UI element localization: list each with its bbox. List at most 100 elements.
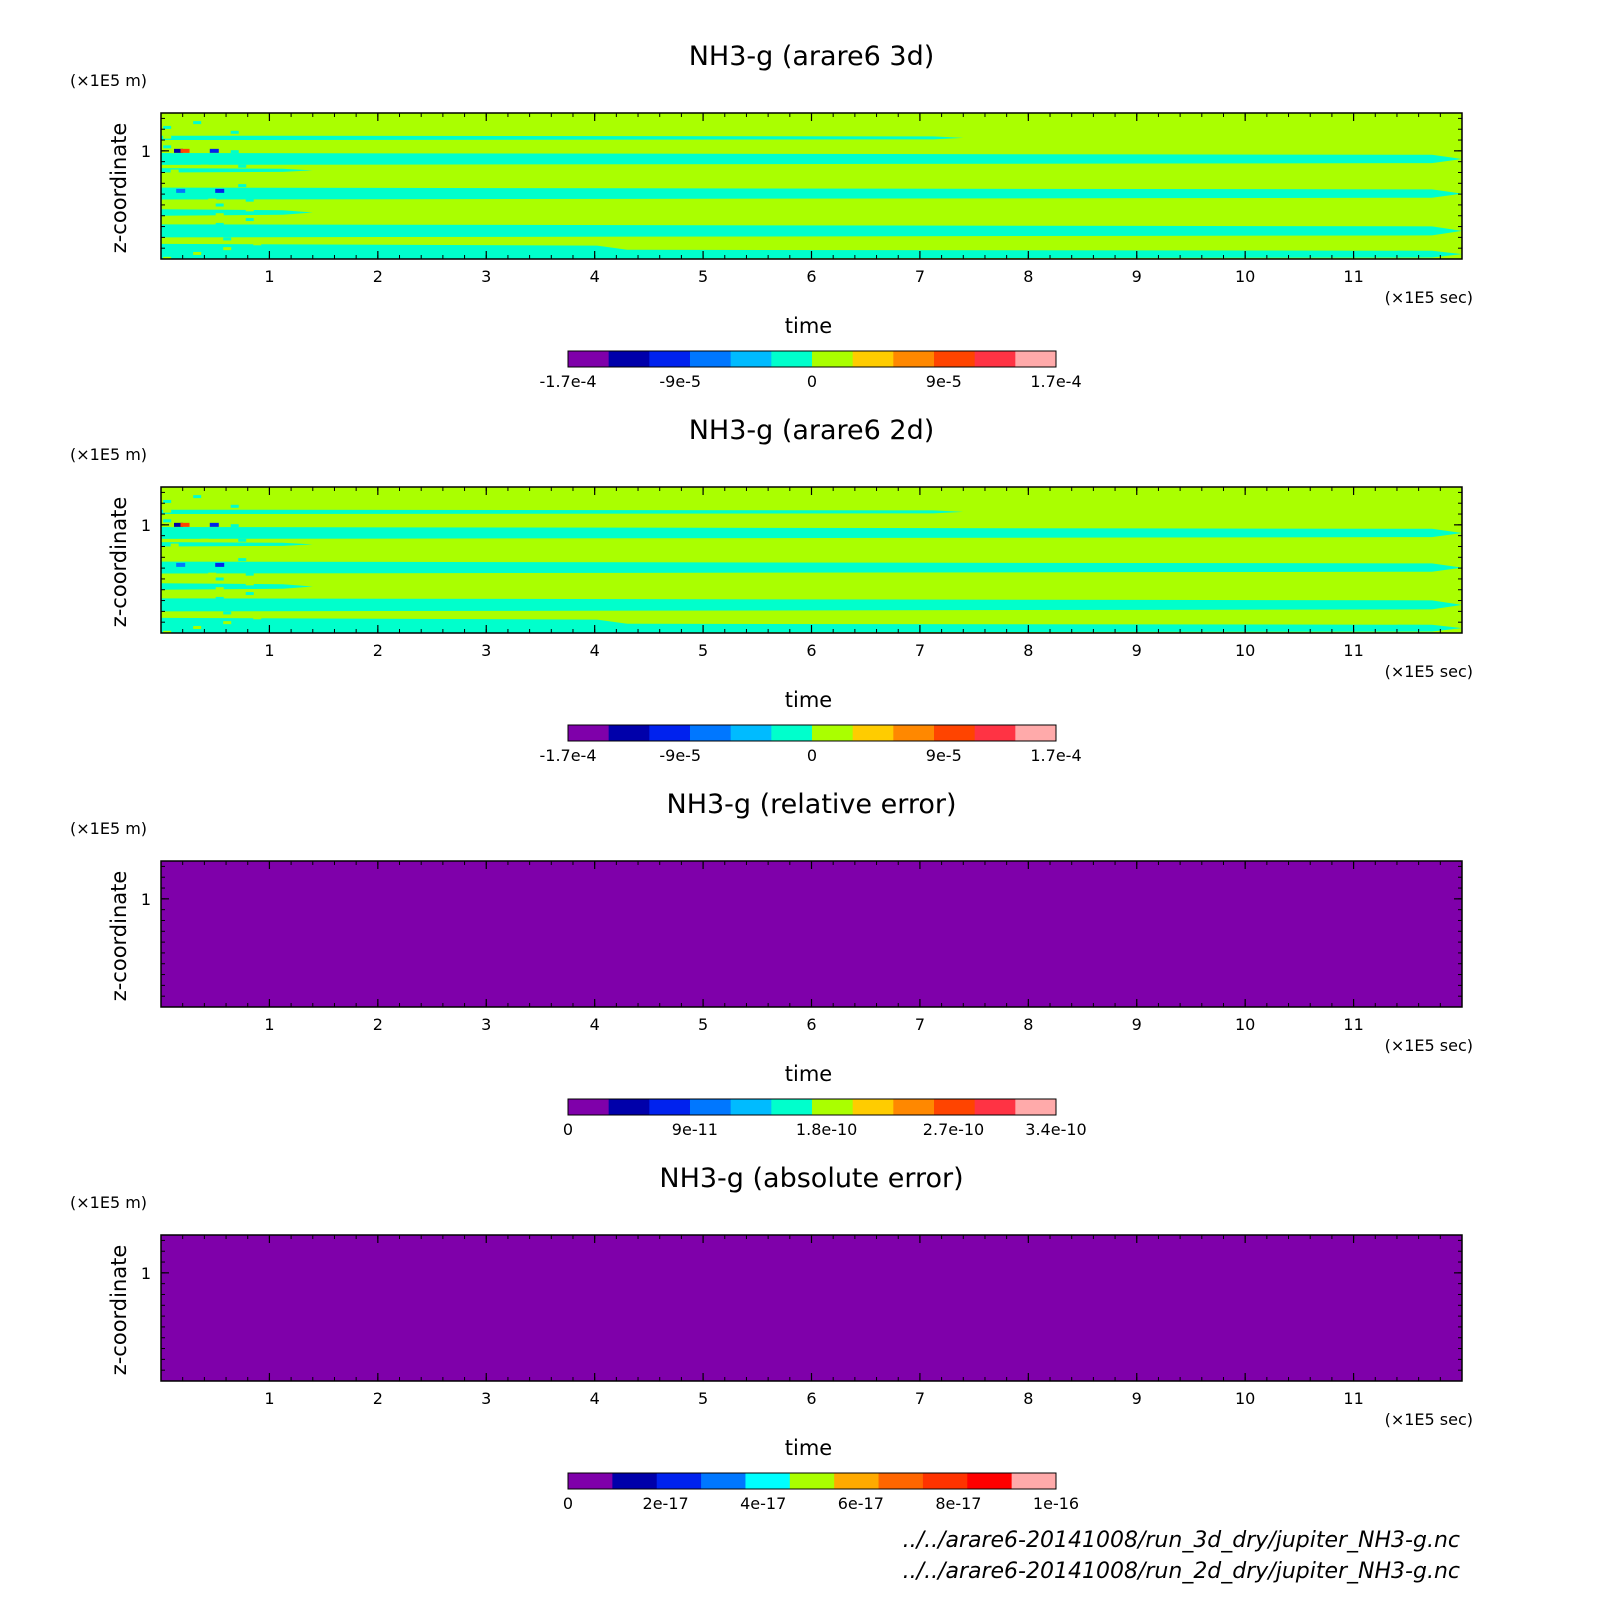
x-tick-label: 7 <box>915 641 925 660</box>
startup-noise-cell <box>208 188 217 192</box>
startup-noise-cell <box>170 159 179 163</box>
x-tick-label: 2 <box>373 1015 383 1034</box>
colorbar-segment <box>934 351 976 367</box>
field-background <box>161 487 1462 633</box>
x-tick-label: 4 <box>590 267 600 286</box>
x-tick-label: 11 <box>1343 641 1363 660</box>
colorbar-segment <box>893 1099 935 1115</box>
startup-noise-cell <box>200 519 209 523</box>
x-tick-label: 7 <box>915 1015 925 1034</box>
startup-noise-cell <box>215 222 224 226</box>
startup-noise-cell <box>185 218 194 222</box>
negative-band <box>161 224 1462 238</box>
startup-noise-cell <box>185 237 194 241</box>
y-unit-label: (×1E5 m) <box>70 1193 147 1212</box>
startup-noise-cell <box>193 121 202 125</box>
x-tick-label: 6 <box>806 1389 816 1408</box>
startup-extreme-cell <box>180 148 190 153</box>
x-tick-label: 8 <box>1023 267 1033 286</box>
y-tick-label: 1 <box>141 890 151 909</box>
y-unit-label: (×1E5 m) <box>70 445 147 464</box>
chart-panel-3: NH3-g (relative error) (×1E5 m) 1 2 3 4 5 6 7 8 9 1… <box>70 789 1473 1139</box>
colorbar-tick-label: 8e-17 <box>935 1494 981 1513</box>
field-background <box>161 861 1462 1007</box>
colorbar-frame <box>567 1472 1057 1490</box>
y-axis-label: z-coordinate <box>107 123 131 254</box>
colorbar-segment <box>568 725 610 741</box>
x-tick-label: 7 <box>915 1389 925 1408</box>
startup-extreme-cell <box>180 522 190 527</box>
x-tick-label: 8 <box>1023 1015 1033 1034</box>
x-tick-label: 11 <box>1343 1015 1363 1034</box>
y-axis-label: z-coordinate <box>107 1245 131 1376</box>
colorbar-segment <box>730 725 772 741</box>
startup-noise-cell <box>245 582 254 586</box>
colorbar-tick-label: 6e-17 <box>838 1494 884 1513</box>
x-tick-label: 8 <box>1023 1389 1033 1408</box>
startup-noise-cell <box>178 193 187 197</box>
x-tick-label: 1 <box>264 1015 274 1034</box>
colorbar-tick-label: 9e-11 <box>672 1120 718 1139</box>
startup-noise-cell <box>170 543 179 547</box>
startup-noise-cell <box>253 242 262 246</box>
negative-band <box>161 153 1462 165</box>
startup-noise-cell <box>208 553 217 557</box>
colorbar-segment <box>812 1099 854 1115</box>
colorbar-segment <box>649 1099 691 1115</box>
x-tick-label: 3 <box>481 641 491 660</box>
colorbar-segment <box>812 351 854 367</box>
startup-noise-cell <box>223 237 232 241</box>
startup-noise-cell <box>223 256 232 259</box>
startup-extreme-cell <box>209 522 219 527</box>
colorbar-segment <box>974 351 1016 367</box>
startup-noise-cell <box>200 145 209 149</box>
colorbar-tick-label: 1.7e-4 <box>1030 372 1081 391</box>
x-tick-label: 10 <box>1235 1015 1255 1034</box>
chart-title: NH3-g (arare6 3d) <box>689 41 935 72</box>
colorbar-segment <box>568 1099 610 1115</box>
negative-band <box>161 509 964 515</box>
y-tick-label: 1 <box>141 516 151 535</box>
plot-field <box>161 487 1462 633</box>
startup-noise-cell <box>193 625 202 629</box>
startup-noise-cell <box>253 625 262 629</box>
x-tick-label: 6 <box>806 641 816 660</box>
startup-noise-cell <box>178 567 187 571</box>
negative-band <box>161 598 1462 612</box>
colorbar-segment <box>789 1473 835 1489</box>
x-tick-label: 5 <box>698 1389 708 1408</box>
colorbar-tick-label: -1.7e-4 <box>539 372 596 391</box>
chart-title: NH3-g (relative error) <box>667 789 957 820</box>
startup-noise-cell <box>200 538 209 542</box>
colorbar-segment <box>922 1473 968 1489</box>
colorbar-segment <box>893 725 935 741</box>
colorbar-segment <box>812 725 854 741</box>
negative-band <box>161 209 313 216</box>
x-tick-label: 8 <box>1023 641 1033 660</box>
colorbar-segment <box>656 1473 702 1489</box>
plot-field <box>161 113 1462 259</box>
chart-title: NH3-g (arare6 2d) <box>689 415 935 446</box>
startup-noise-cell <box>230 140 239 144</box>
startup-noise-cell <box>163 519 172 523</box>
x-tick-label: 10 <box>1235 1389 1255 1408</box>
startup-noise-cell <box>238 548 247 552</box>
x-tick-label: 3 <box>481 1015 491 1034</box>
startup-noise-cell <box>230 504 239 508</box>
plot-field <box>161 861 1462 1007</box>
negative-band <box>161 187 1462 200</box>
startup-noise-cell <box>223 630 232 633</box>
colorbar-segment <box>967 1473 1013 1489</box>
startup-noise-cell <box>170 533 179 537</box>
colorbar-segment <box>934 1099 976 1115</box>
negative-band <box>161 583 313 590</box>
startup-noise-cell <box>215 596 224 600</box>
startup-noise-cell <box>215 213 224 217</box>
chart-panel-1: NH3-g (arare6 3d)(×1E5 m)1 2 3 4 5 6 7 8 9 10 111z… <box>70 41 1473 391</box>
x-tick-label: 2 <box>373 641 383 660</box>
colorbar-segment <box>1015 725 1057 741</box>
colorbar-segment <box>771 351 813 367</box>
colorbar-frame <box>567 1098 1057 1116</box>
x-tick-label: 10 <box>1235 267 1255 286</box>
startup-noise-cell <box>178 558 187 562</box>
